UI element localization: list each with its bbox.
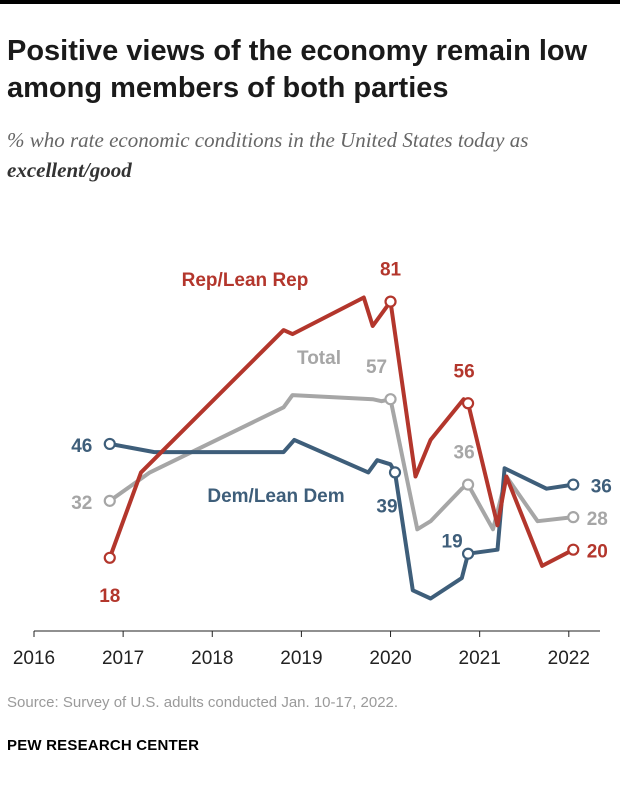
series-label-total: Total	[297, 348, 341, 369]
data-label-total: 28	[587, 509, 608, 530]
data-point-dem-lean-dem	[388, 466, 402, 479]
chart-title: Positive views of the economy remain low…	[7, 35, 588, 104]
data-label-rep-lean-rep: 56	[454, 361, 475, 382]
data-label-total: 32	[71, 493, 92, 514]
source-note: Source: Survey of U.S. adults conducted …	[7, 694, 399, 711]
series-line-rep-lean-rep	[107, 295, 576, 568]
data-point-rep-lean-rep	[567, 543, 580, 556]
series-label-dem: Dem/Lean Dem	[207, 486, 344, 507]
data-point-rep-lean-rep	[103, 551, 116, 564]
data-point-total	[384, 393, 397, 406]
x-tick-label: 2016	[13, 648, 55, 669]
x-tick-label: 2021	[459, 648, 501, 669]
x-tick-label: 2020	[369, 648, 411, 669]
data-point-rep-lean-rep	[384, 295, 397, 308]
data-label-total: 36	[454, 443, 475, 464]
data-point-total	[103, 494, 116, 507]
chart-subtitle: % who rate economic conditions in the Un…	[7, 125, 607, 185]
series-line-dem-lean-dem	[107, 437, 576, 601]
x-tick-label: 2017	[102, 648, 144, 669]
data-label-rep-lean-rep: 81	[380, 260, 402, 281]
x-tick-label: 2018	[191, 648, 233, 669]
subtitle-emphasis: excellent/good	[7, 158, 132, 182]
data-label-dem-lean-dem: 39	[376, 496, 397, 517]
data-point-total	[567, 511, 580, 524]
organization-name: PEW RESEARCH CENTER	[7, 737, 200, 754]
data-label-total: 57	[366, 357, 387, 378]
data-point-rep-lean-rep	[461, 397, 475, 410]
top-rule	[0, 0, 620, 4]
data-labels: 32 57 36 28 46 39 19 36 18 81 56 20	[71, 260, 612, 607]
x-tick-label: 2019	[280, 648, 322, 669]
x-tick-label: 2022	[548, 648, 590, 669]
data-label-dem-lean-dem: 46	[71, 436, 92, 457]
data-label-rep-lean-rep: 18	[99, 586, 120, 607]
data-label-rep-lean-rep: 20	[587, 542, 608, 563]
series-lines	[107, 295, 576, 601]
data-point-dem-lean-dem	[567, 478, 580, 491]
subtitle-text: % who rate economic conditions in the Un…	[7, 128, 529, 152]
data-point-total	[461, 478, 475, 491]
data-point-dem-lean-dem	[461, 547, 475, 560]
data-label-dem-lean-dem: 19	[442, 532, 463, 553]
series-markers	[103, 295, 580, 564]
series-label-rep: Rep/Lean Rep	[182, 270, 309, 291]
data-point-dem-lean-dem	[103, 437, 116, 451]
data-label-dem-lean-dem: 36	[591, 477, 612, 498]
x-axis: 2016 2017 2018 2019 2020 2021 2022	[13, 630, 600, 669]
